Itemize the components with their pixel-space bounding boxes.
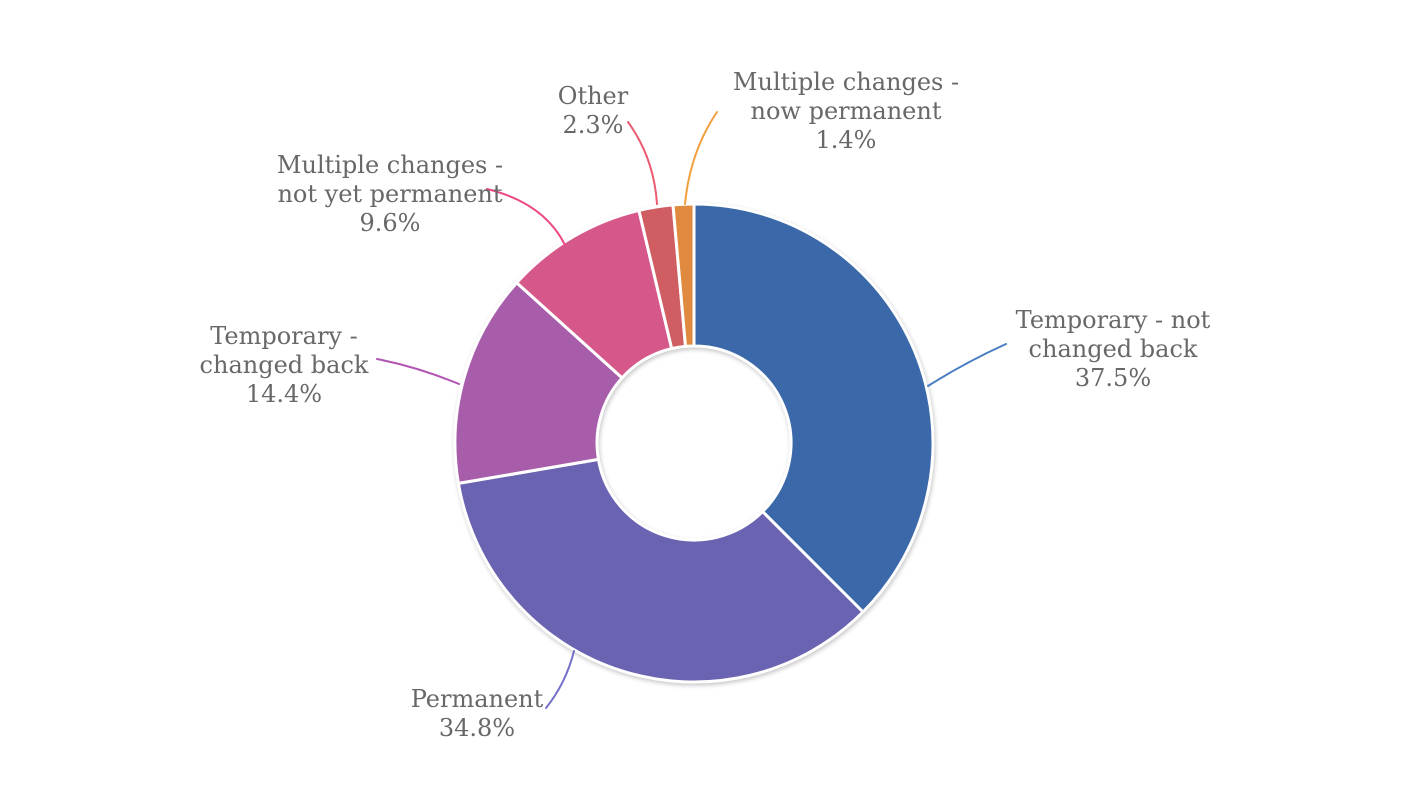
slice-label-multiple-changes-not-yet-permanent: Multiple changes - not yet permanent 9.6% (277, 151, 503, 238)
donut-slices-group (453, 202, 935, 684)
pie-slice-temporary-changed-back[interactable] (453, 281, 624, 485)
slice-label-line: not yet permanent (277, 180, 503, 208)
pie-slice-temporary-not-changed-back[interactable] (692, 202, 935, 614)
slice-label-line: 34.8% (438, 714, 516, 742)
slice-label-line: Multiple changes - (732, 68, 960, 96)
slice-label-line: Permanent (410, 685, 544, 713)
slice-label-other: Other 2.3% (558, 82, 628, 140)
slice-label-line: 14.4% (245, 380, 323, 408)
slice-label-line: 37.5% (1074, 364, 1152, 392)
leader-line-multiple-changes-not-yet-permanent (486, 188, 566, 246)
slice-label-multiple-changes-now-permanent: Multiple changes - now permanent 1.4% (733, 68, 959, 155)
slice-label-permanent: Permanent 34.8% (411, 685, 544, 743)
slice-label-line: Multiple changes - (276, 151, 504, 179)
slice-label-line: 1.4% (815, 126, 877, 154)
slice-label-temporary-not-changed-back: Temporary - not changed back 37.5% (1016, 306, 1211, 393)
slice-label-line: changed back (199, 351, 369, 379)
pie-slice-multiple-changes-now-permanent[interactable] (671, 202, 696, 348)
leader-line-multiple-changes-now-permanent (684, 111, 718, 205)
slice-label-line: 9.6% (359, 209, 421, 237)
leader-line-temporary-not-changed-back (927, 343, 1007, 387)
slice-label-line: Other (557, 82, 629, 110)
leader-line-other (627, 121, 658, 205)
leader-lines-group (376, 111, 1007, 709)
slice-label-line: now permanent (750, 97, 942, 125)
pie-slice-permanent[interactable] (456, 457, 865, 684)
slice-label-line: 2.3% (562, 111, 624, 139)
slice-label-line: Temporary - not (1015, 306, 1211, 334)
leader-line-permanent (545, 650, 575, 709)
slice-label-temporary-changed-back: Temporary - changed back 14.4% (200, 322, 369, 409)
slice-label-line: Temporary - (210, 322, 358, 350)
slice-label-line: changed back (1028, 335, 1198, 363)
leader-line-temporary-changed-back (376, 358, 460, 385)
